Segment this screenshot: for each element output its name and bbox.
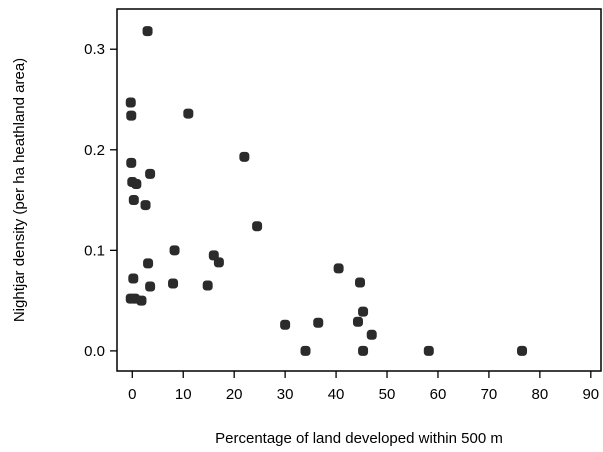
- data-point: [131, 178, 142, 189]
- x-tick-label: 20: [226, 386, 243, 403]
- x-tick-label: 80: [532, 386, 549, 403]
- y-axis-label: Nightjar density (per ha heathland area): [11, 58, 28, 322]
- data-point: [366, 329, 377, 340]
- data-point: [168, 278, 179, 289]
- data-point: [142, 26, 153, 37]
- data-point: [183, 108, 194, 119]
- plot-frame: [116, 8, 602, 372]
- data-point: [143, 258, 154, 269]
- data-point: [252, 221, 263, 232]
- data-point: [128, 273, 139, 284]
- x-tick-label: 40: [328, 386, 345, 403]
- data-point: [145, 281, 156, 292]
- y-tick-label: 0.1: [84, 242, 105, 259]
- data-point: [358, 306, 369, 317]
- data-point: [140, 200, 151, 211]
- y-tick-label: 0.2: [84, 142, 105, 159]
- data-point: [126, 157, 137, 168]
- data-points: [125, 26, 528, 356]
- data-point: [126, 110, 137, 121]
- data-point: [355, 277, 366, 288]
- data-point: [333, 263, 344, 274]
- x-axis-label: Percentage of land developed within 500 …: [215, 430, 503, 447]
- data-point: [423, 345, 434, 356]
- data-point: [352, 316, 363, 327]
- x-tick-label: 70: [481, 386, 498, 403]
- y-tick-label: 0.3: [84, 41, 105, 58]
- x-axis-ticks: 0 10 20 30 40 50 60 70 80 90: [128, 371, 599, 403]
- data-point: [202, 280, 213, 291]
- data-point: [128, 195, 139, 206]
- x-tick-label: 0: [128, 386, 136, 403]
- data-point: [239, 151, 250, 162]
- y-tick-label: 0.0: [84, 343, 105, 360]
- x-tick-label: 50: [379, 386, 396, 403]
- data-point: [280, 319, 291, 330]
- data-point: [145, 168, 156, 179]
- data-point: [136, 295, 147, 306]
- x-tick-label: 30: [277, 386, 294, 403]
- data-point: [358, 345, 369, 356]
- y-axis-ticks: 0.0 0.1 0.2 0.3: [84, 41, 117, 360]
- data-point: [300, 345, 311, 356]
- data-point: [169, 245, 180, 256]
- data-point: [125, 97, 136, 108]
- data-point: [517, 345, 528, 356]
- x-tick-label: 10: [175, 386, 192, 403]
- x-tick-label: 90: [582, 386, 599, 403]
- x-tick-label: 60: [430, 386, 447, 403]
- data-point: [313, 317, 324, 328]
- data-point: [213, 257, 224, 268]
